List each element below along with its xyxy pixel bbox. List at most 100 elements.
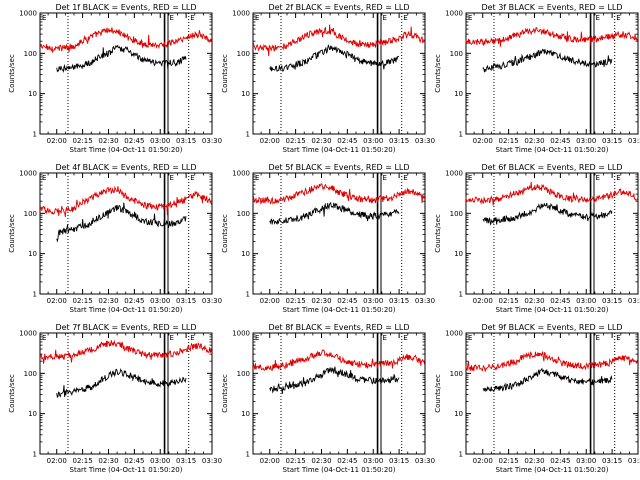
x-tick-label: 03:30 (415, 457, 435, 465)
detector-panel: Det 2f BLACK = Events, RED = LLD 1 10 100 10… (221, 3, 435, 154)
y-tick-label: 100 (24, 210, 37, 218)
plot-frame (252, 332, 426, 455)
y-tick-label: 10 (28, 250, 37, 258)
lld-series-line (39, 27, 212, 54)
x-tick-label: 02:45 (337, 137, 357, 145)
y-tick-label: 1 (459, 131, 463, 139)
detector-panel: Det 8f BLACK = Events, RED = LLD 1 10 100 10… (221, 323, 435, 474)
y-tick-label: 1 (33, 131, 37, 139)
lld-series-line (39, 185, 212, 217)
panel-title: Det 4f BLACK = Events, RED = LLD (55, 163, 196, 172)
y-axis-label: Counts/sec (8, 54, 16, 93)
x-tick-label: 02:30 (98, 137, 118, 145)
y-tick-label: 1 (33, 291, 37, 299)
x-axis-label: Start Time (04-Oct-11 01:50:20) (496, 466, 609, 474)
lld-series-line (252, 349, 425, 371)
event-marker-label: E (170, 14, 174, 22)
event-marker-label: E (596, 334, 600, 342)
x-tick-label: 03:30 (202, 457, 222, 465)
lld-series-line (252, 183, 425, 205)
y-tick-label: 10 (454, 410, 463, 418)
x-tick-label: 03:00 (150, 457, 170, 465)
panel-title: Det 9f BLACK = Events, RED = LLD (481, 323, 622, 332)
x-tick-label: 03:15 (602, 137, 622, 145)
y-axis-label: Counts/sec (221, 214, 229, 253)
x-tick-label: 02:30 (311, 457, 331, 465)
x-tick-label: 03:15 (176, 297, 196, 305)
panel-title: Det 6f BLACK = Events, RED = LLD (481, 163, 622, 172)
x-tick-label: 02:15 (286, 137, 306, 145)
lld-series-line (252, 24, 425, 56)
x-tick-label: 03:00 (363, 297, 383, 305)
x-tick-label: 02:00 (260, 457, 280, 465)
x-tick-label: 02:00 (47, 137, 67, 145)
x-tick-label: 03:00 (576, 457, 596, 465)
events-series-line (482, 48, 613, 73)
y-axis-label: Counts/sec (8, 374, 16, 413)
x-tick-label: 02:30 (98, 457, 118, 465)
x-tick-label: 02:30 (311, 297, 331, 305)
x-axis-label: Start Time (04-Oct-11 01:50:20) (283, 306, 396, 314)
y-tick-label: 100 (450, 210, 463, 218)
panel-title: Det 1f BLACK = Events, RED = LLD (55, 3, 196, 12)
x-tick-label: 03:30 (628, 457, 640, 465)
x-axis-label: Start Time (04-Oct-11 01:50:20) (70, 306, 183, 314)
y-tick-label: 100 (237, 50, 250, 58)
event-marker-label: E (255, 334, 259, 342)
x-tick-label: 03:00 (576, 297, 596, 305)
x-tick-label: 02:45 (550, 457, 570, 465)
x-tick-label: 02:30 (311, 137, 331, 145)
x-tick-label: 02:30 (524, 457, 544, 465)
y-tick-label: 100 (24, 370, 37, 378)
x-tick-label: 02:00 (47, 457, 67, 465)
event-marker-label: E (190, 174, 194, 182)
events-series-line (269, 366, 400, 394)
x-tick-label: 03:00 (363, 137, 383, 145)
event-marker-label: E (468, 174, 472, 182)
events-series-line (56, 44, 187, 73)
y-axis-label: Counts/sec (221, 374, 229, 413)
x-tick-label: 02:15 (499, 457, 519, 465)
lld-series-line (465, 181, 638, 206)
panel-title: Det 7f BLACK = Events, RED = LLD (55, 323, 196, 332)
x-axis-label: Start Time (04-Oct-11 01:50:20) (496, 146, 609, 154)
event-marker-label: E (190, 334, 194, 342)
detector-panel: Det 5f BLACK = Events, RED = LLD 1 10 100 10… (221, 163, 435, 314)
event-marker-label: E (170, 174, 174, 182)
event-marker-label: E (383, 174, 387, 182)
event-marker-label: E (403, 14, 407, 22)
event-marker-label: E (596, 14, 600, 22)
y-tick-label: 1000 (19, 10, 37, 18)
event-marker-label: E (42, 174, 46, 182)
x-tick-label: 02:15 (286, 457, 306, 465)
event-marker-label: E (468, 14, 472, 22)
y-axis-label: Counts/sec (434, 214, 442, 253)
x-tick-label: 03:30 (202, 137, 222, 145)
event-marker-label: E (42, 14, 46, 22)
x-tick-label: 02:15 (73, 457, 93, 465)
y-tick-label: 1 (459, 291, 463, 299)
x-tick-label: 03:15 (389, 297, 409, 305)
y-tick-label: 1000 (232, 10, 250, 18)
events-series-line (56, 202, 187, 243)
x-tick-label: 02:30 (524, 137, 544, 145)
y-axis-label: Counts/sec (434, 374, 442, 413)
x-tick-label: 02:45 (550, 297, 570, 305)
x-tick-label: 02:45 (337, 297, 357, 305)
y-tick-label: 1000 (232, 330, 250, 338)
event-marker-label: E (383, 14, 387, 22)
y-tick-label: 10 (241, 410, 250, 418)
x-tick-label: 03:30 (628, 297, 640, 305)
detector-panel: Det 9f BLACK = Events, RED = LLD 1 10 100 10… (434, 323, 640, 474)
event-marker-label: E (403, 174, 407, 182)
x-tick-label: 02:45 (337, 457, 357, 465)
y-tick-label: 1 (459, 451, 463, 459)
event-marker-label: E (616, 174, 620, 182)
x-tick-label: 03:15 (389, 457, 409, 465)
x-tick-label: 03:30 (628, 137, 640, 145)
y-tick-label: 10 (241, 90, 250, 98)
x-axis-label: Start Time (04-Oct-11 01:50:20) (283, 466, 396, 474)
y-tick-label: 1 (246, 291, 250, 299)
x-tick-label: 03:15 (602, 297, 622, 305)
x-tick-label: 02:00 (473, 297, 493, 305)
